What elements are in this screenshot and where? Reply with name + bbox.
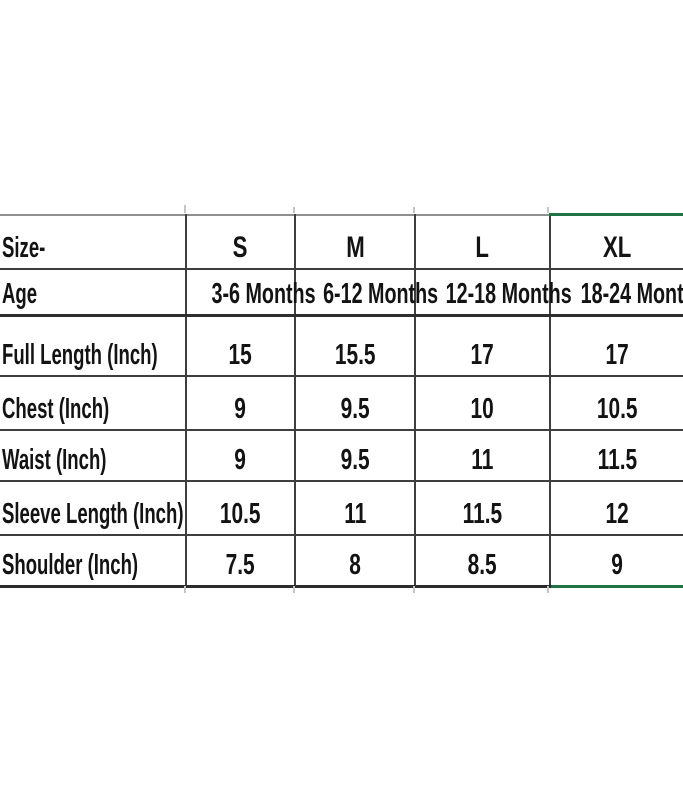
table-cell: 9	[185, 428, 296, 482]
table-cell: 9	[185, 374, 296, 431]
cell-text: 10	[470, 392, 495, 425]
table-cell: 9.5	[294, 428, 416, 482]
table-cell: 11.5	[549, 428, 683, 482]
row-label-text: Size-	[2, 231, 46, 264]
table-row-shoulder: Shoulder (Inch) 7.5 8 8.5 9	[0, 533, 683, 588]
table-cell: 15.5	[294, 314, 416, 377]
table-cell: 15	[185, 314, 296, 377]
table-cell: 6-12 Months	[294, 267, 438, 317]
column-header-s: S	[185, 213, 296, 270]
cell-text: 7.5	[225, 549, 256, 581]
cell-text: 15	[228, 338, 253, 371]
table-row-chest: Chest (Inch) 9 9.5 10 10.5	[0, 374, 683, 431]
gridline-stub	[413, 207, 415, 213]
size-chart-table: Size- S M L XL Age 3-6 Months 6-12 Month…	[0, 213, 683, 588]
row-label-full-length: Full Length (Inch)	[0, 314, 187, 377]
table-row-full-length: Full Length (Inch) 15 15.5 17 17	[0, 314, 683, 377]
table-cell: 7.5	[185, 533, 296, 588]
table-row-size: Size- S M L XL	[0, 213, 683, 270]
column-header-xl: XL	[549, 213, 683, 270]
row-label-shoulder: Shoulder (Inch)	[0, 533, 187, 588]
table-cell: 18-24 Months	[549, 267, 683, 317]
cell-text: 9	[234, 443, 247, 476]
cell-text: 11.5	[462, 497, 503, 530]
row-label-text: Chest (Inch)	[2, 392, 110, 425]
table-cell: 9	[549, 533, 683, 588]
cell-text: 10.5	[596, 392, 638, 425]
row-label-text: Full Length (Inch)	[2, 338, 158, 371]
row-label-age: Age	[0, 267, 187, 317]
row-label-text: Shoulder (Inch)	[2, 549, 139, 581]
column-header-text: L	[475, 230, 490, 264]
cell-text: 8.5	[467, 549, 498, 581]
table-row-waist: Waist (Inch) 9 9.5 11 11.5	[0, 428, 683, 482]
table-cell: 8	[294, 533, 416, 588]
cell-text: 3-6 Months	[211, 278, 316, 310]
row-label-text: Waist (Inch)	[2, 443, 107, 476]
cell-text: 12	[605, 497, 629, 530]
row-label-chest: Chest (Inch)	[0, 374, 187, 431]
table-cell: 8.5	[414, 533, 551, 588]
table-cell: 12-18 Months	[414, 267, 572, 317]
table-cell: 11	[414, 428, 551, 482]
row-label-text: Age	[2, 278, 38, 310]
row-label-text: Sleeve Length (Inch)	[2, 497, 184, 530]
cell-text: 6-12 Months	[323, 278, 439, 310]
table-cell: 11.5	[414, 479, 551, 536]
gridline-stub	[547, 586, 549, 593]
table-row-age: Age 3-6 Months 6-12 Months 12-18 Months …	[0, 267, 683, 317]
row-label-sleeve-length: Sleeve Length (Inch)	[0, 479, 187, 536]
table-cell: 9.5	[294, 374, 416, 431]
table-cell: 3-6 Months	[185, 267, 316, 317]
table-cell: 10	[414, 374, 551, 431]
gridline-stub	[547, 207, 549, 213]
column-header-text: XL	[602, 230, 632, 264]
table-cell: 12	[549, 479, 683, 536]
table-cell: 11	[294, 479, 416, 536]
cell-text: 9	[611, 549, 623, 581]
cell-text: 15.5	[334, 338, 376, 371]
cell-text: 10.5	[220, 497, 261, 530]
gridline-stub	[293, 207, 295, 213]
column-header-l: L	[414, 213, 551, 270]
row-label-size: Size-	[0, 213, 187, 270]
cell-text: 18-24 Months	[580, 278, 683, 310]
cell-text: 12-18 Months	[445, 278, 572, 310]
cell-text: 9.5	[340, 443, 370, 476]
column-header-m: M	[294, 213, 416, 270]
table-cell: 17	[549, 314, 683, 377]
cell-text: 17	[605, 338, 629, 371]
cell-text: 9	[234, 392, 247, 425]
table-row-sleeve-length: Sleeve Length (Inch) 10.5 11 11.5 12	[0, 479, 683, 536]
column-header-text: S	[233, 230, 248, 264]
table-cell: 10.5	[549, 374, 683, 431]
table-cell: 10.5	[185, 479, 296, 536]
cell-text: 11.5	[597, 443, 637, 476]
table-cell: 17	[414, 314, 551, 377]
cell-text: 8	[349, 549, 361, 581]
gridline-stub	[184, 205, 186, 213]
gridline-stub	[184, 586, 186, 593]
cell-text: 11	[343, 497, 367, 530]
cell-text: 17	[470, 338, 495, 371]
row-label-waist: Waist (Inch)	[0, 428, 187, 482]
gridline-stub	[293, 586, 295, 593]
cell-text: 9.5	[340, 392, 370, 425]
cell-text: 11	[471, 443, 494, 476]
gridline-stub	[413, 586, 415, 593]
column-header-text: M	[345, 230, 365, 264]
